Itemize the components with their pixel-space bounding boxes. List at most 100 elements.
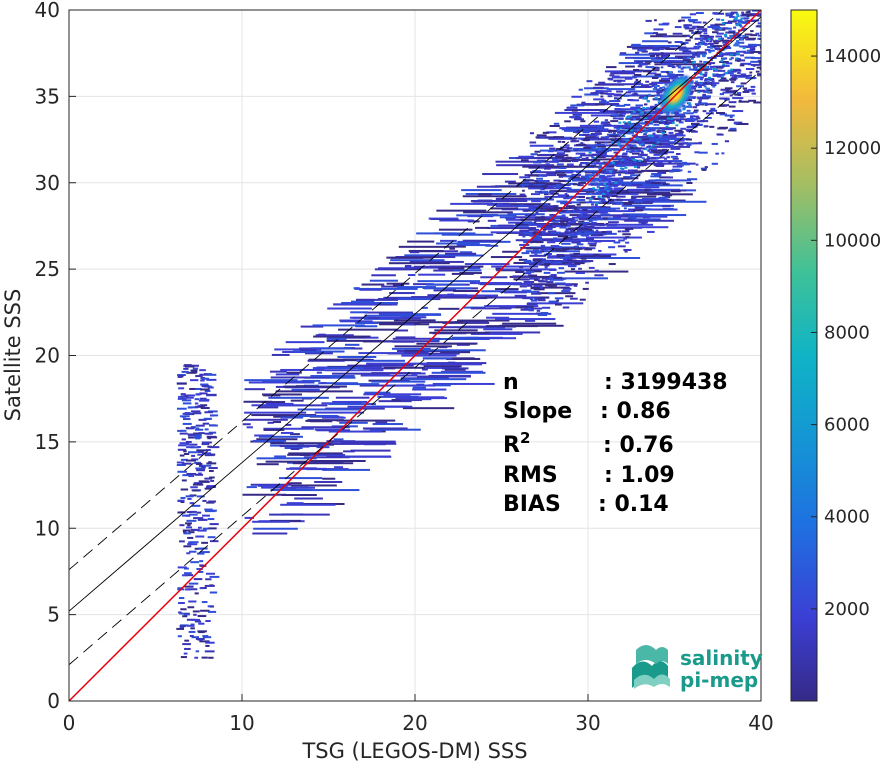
density-cell xyxy=(720,88,729,91)
density-cell xyxy=(275,373,300,376)
density-cell xyxy=(574,262,585,265)
density-cell xyxy=(598,166,605,169)
density-cell xyxy=(683,106,687,109)
density-cell xyxy=(733,122,738,125)
density-cell xyxy=(268,396,329,399)
density-cell xyxy=(592,187,596,190)
density-cell xyxy=(372,423,403,426)
density-cell xyxy=(735,22,740,25)
density-cell xyxy=(525,307,536,310)
y-tick-label: 5 xyxy=(47,603,60,627)
density-cell xyxy=(392,337,441,340)
density-cell xyxy=(677,46,687,49)
density-cell xyxy=(515,271,525,274)
density-cell xyxy=(191,618,201,621)
density-cell xyxy=(547,277,608,280)
density-cell xyxy=(205,619,211,622)
density-cell xyxy=(642,216,651,219)
density-cell xyxy=(192,367,199,370)
density-cell xyxy=(740,17,744,20)
density-cell xyxy=(332,372,391,375)
density-cell xyxy=(578,215,586,218)
density-cell xyxy=(638,138,642,141)
density-cell xyxy=(199,397,207,400)
density-cell xyxy=(594,274,604,277)
density-cell xyxy=(575,226,633,229)
density-cell xyxy=(632,110,636,113)
density-cell xyxy=(660,70,669,73)
density-cell xyxy=(539,136,545,139)
density-cell xyxy=(714,68,718,71)
density-cell xyxy=(637,160,647,163)
density-cell xyxy=(652,48,660,51)
density-cell xyxy=(647,107,651,110)
density-cell xyxy=(521,289,532,292)
density-cell xyxy=(395,336,416,339)
density-cell xyxy=(523,232,529,235)
density-cell xyxy=(369,428,421,431)
density-cell xyxy=(702,95,711,98)
density-cell xyxy=(529,246,578,249)
density-cell xyxy=(759,46,761,49)
density-cell xyxy=(698,52,707,55)
density-cell xyxy=(748,74,752,77)
density-cell xyxy=(585,156,589,159)
density-cell xyxy=(421,306,428,309)
density-cell xyxy=(528,183,534,186)
density-cell xyxy=(428,384,451,387)
density-cell xyxy=(579,213,585,216)
density-cell xyxy=(531,251,536,254)
density-cell xyxy=(682,107,686,110)
density-cell xyxy=(604,154,608,157)
density-cell xyxy=(613,93,622,96)
density-cell xyxy=(183,652,188,655)
density-cell xyxy=(494,282,532,285)
density-cell xyxy=(204,390,211,393)
density-cell xyxy=(585,174,595,177)
density-cell xyxy=(407,274,416,277)
density-cell xyxy=(299,349,317,352)
density-cell xyxy=(543,248,552,251)
density-cell xyxy=(520,246,532,249)
density-cell xyxy=(710,82,720,85)
density-cell xyxy=(607,95,613,98)
density-cell xyxy=(310,347,352,350)
density-cell xyxy=(696,28,708,31)
density-cell xyxy=(633,145,637,148)
density-cell xyxy=(570,235,578,238)
density-cell xyxy=(606,88,636,91)
density-cell xyxy=(715,35,723,38)
density-cell xyxy=(630,131,634,134)
density-cell xyxy=(519,176,531,179)
density-cell xyxy=(733,26,737,29)
density-cell xyxy=(189,635,194,638)
density-cell xyxy=(621,127,625,130)
density-cell xyxy=(700,120,709,123)
density-cell xyxy=(643,208,652,211)
density-cell xyxy=(536,309,541,312)
density-cell xyxy=(602,217,608,220)
density-cell xyxy=(556,249,566,252)
y-tick-label: 25 xyxy=(35,257,60,281)
density-cell xyxy=(654,97,658,100)
density-cell xyxy=(186,511,192,514)
density-cell xyxy=(741,29,745,32)
density-cell xyxy=(650,175,661,178)
density-cell xyxy=(602,182,606,185)
density-cell xyxy=(198,432,205,435)
density-cell xyxy=(246,486,257,489)
density-cell xyxy=(420,363,483,366)
density-cell xyxy=(757,59,761,62)
density-cell xyxy=(683,26,689,29)
density-cell xyxy=(613,190,621,193)
density-cell xyxy=(694,115,699,118)
density-cell xyxy=(548,292,555,295)
density-cell xyxy=(533,260,538,263)
density-cell xyxy=(538,296,549,299)
density-cell xyxy=(617,245,626,248)
density-cell xyxy=(583,146,592,149)
density-cell xyxy=(710,84,717,87)
density-cell xyxy=(196,483,201,486)
density-cell xyxy=(647,136,657,139)
